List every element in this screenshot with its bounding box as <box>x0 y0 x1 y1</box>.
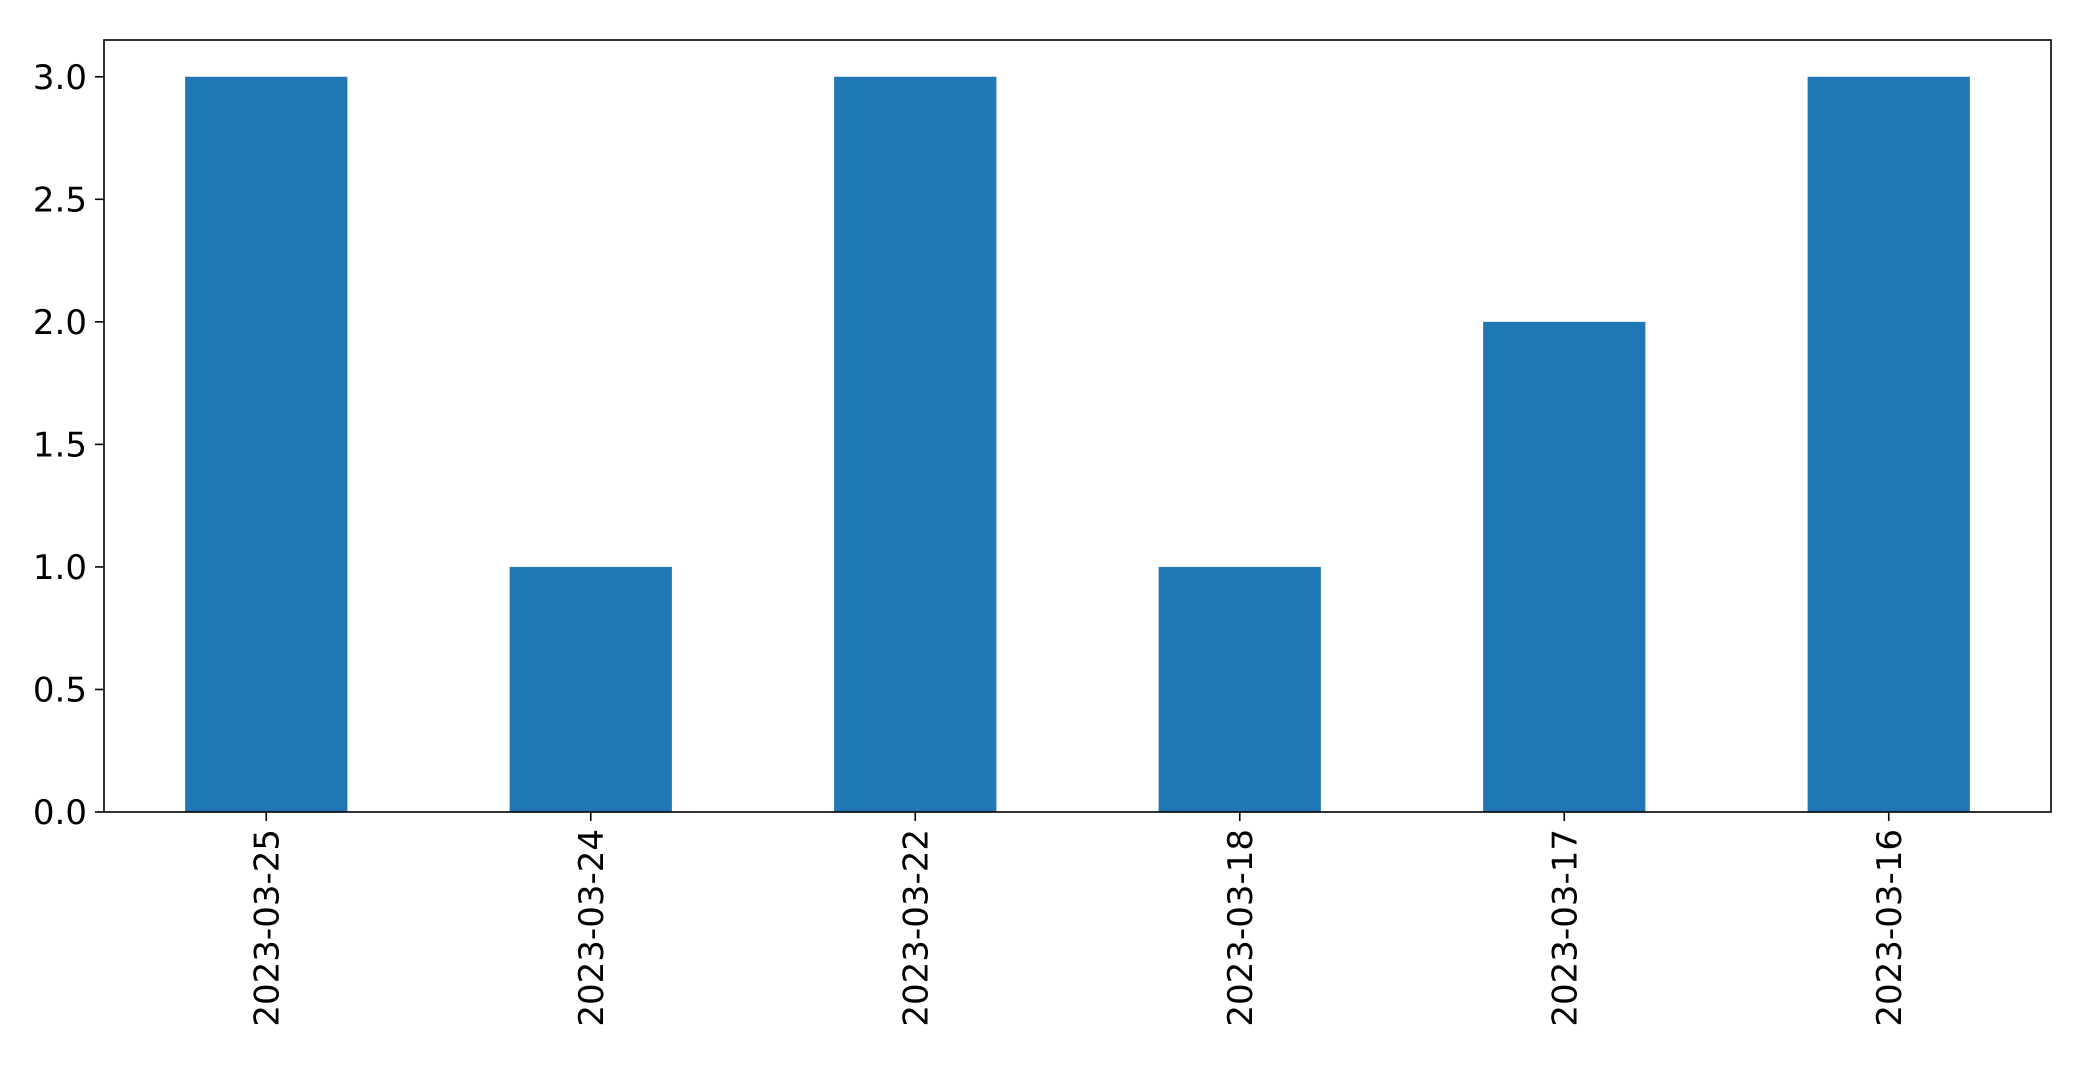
bar-2023-03-24 <box>509 566 672 812</box>
y-tick-label: 0.0 <box>33 793 87 833</box>
y-tick-label: 1.0 <box>33 548 87 588</box>
bar-2023-03-22 <box>834 76 997 812</box>
x-tick-label: 2023-03-24 <box>572 829 612 1027</box>
bar-2023-03-16 <box>1807 76 1970 812</box>
bar-2023-03-25 <box>185 76 348 812</box>
y-tick-label: 3.0 <box>33 58 87 98</box>
x-tick-label: 2023-03-18 <box>1221 829 1261 1027</box>
y-tick-label: 2.5 <box>33 181 87 221</box>
y-axis: 0.0 0.5 1.0 1.5 2.0 2.5 3.0 <box>33 58 104 833</box>
bars-layer <box>185 76 1970 812</box>
y-tick-label: 2.0 <box>33 303 87 343</box>
x-tick-label: 2023-03-16 <box>1870 829 1910 1027</box>
x-tick-label: 2023-03-22 <box>896 829 936 1027</box>
bar-2023-03-18 <box>1158 566 1321 812</box>
x-axis: 2023-03-25 2023-03-24 2023-03-22 2023-03-18… <box>247 812 1910 1027</box>
x-tick-label: 2023-03-17 <box>1545 829 1585 1027</box>
bar-2023-03-17 <box>1483 321 1646 812</box>
y-tick-label: 0.5 <box>33 671 87 711</box>
plot-frame <box>103 39 2052 813</box>
y-tick-label: 1.5 <box>33 426 87 466</box>
x-tick-label: 2023-03-25 <box>247 829 287 1027</box>
